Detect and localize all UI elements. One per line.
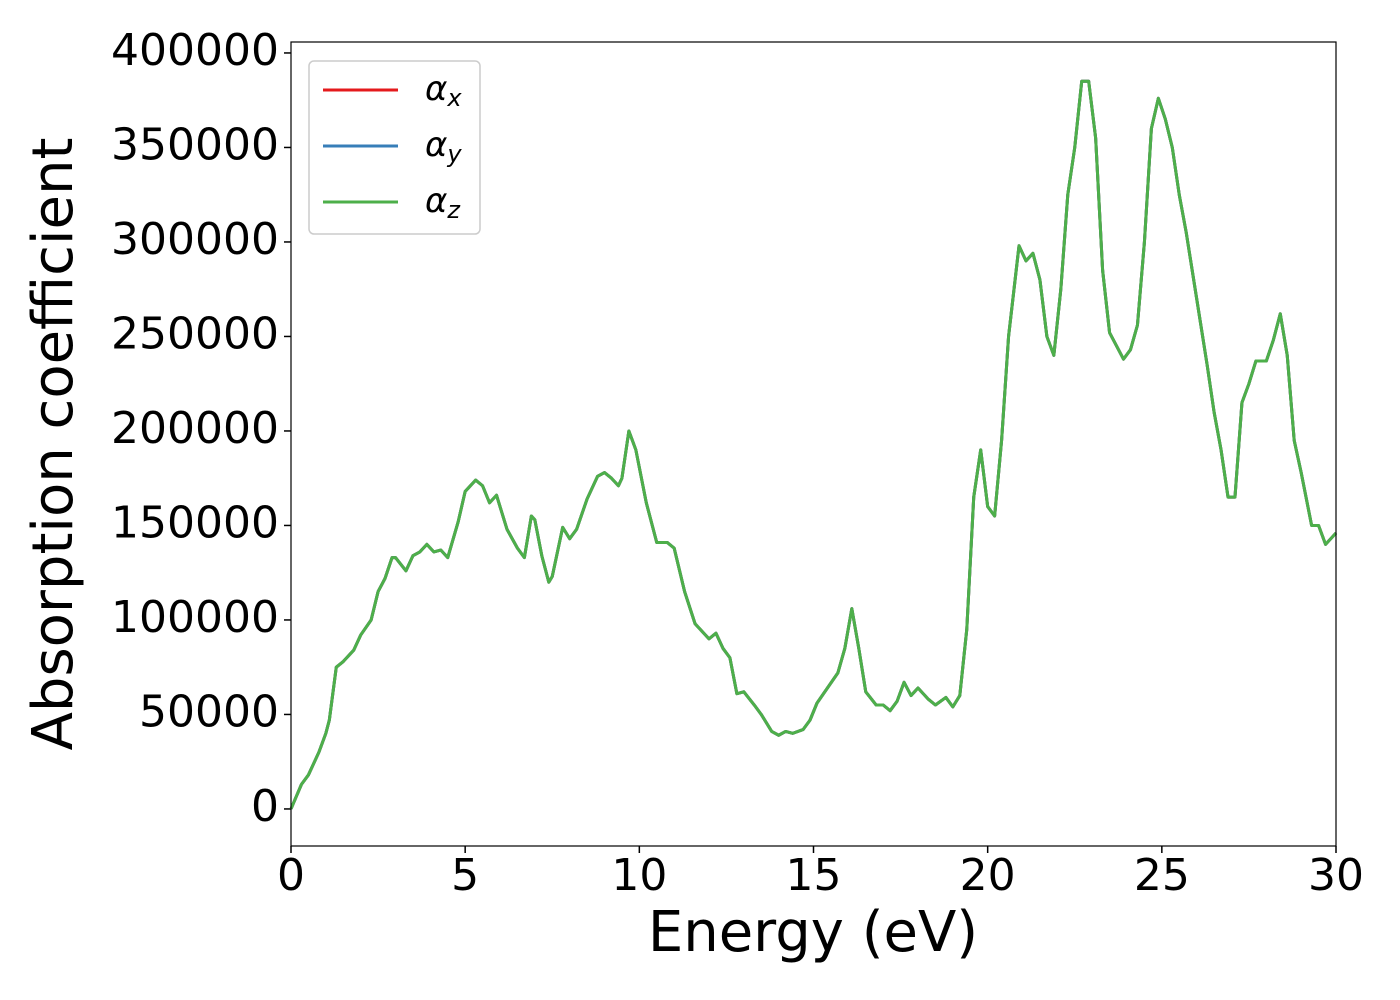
legend-label: αx [425, 69, 462, 113]
x-tick-label: 25 [1134, 850, 1190, 901]
y-tick-label: 400000 [111, 25, 279, 76]
x-tick-label: 15 [786, 850, 842, 901]
x-tick-label: 5 [451, 850, 479, 901]
legend-label: αy [425, 125, 462, 169]
y-tick-label: 300000 [111, 214, 279, 265]
y-tick-label: 50000 [139, 686, 279, 737]
y-tick-label: 150000 [111, 497, 279, 548]
y-tick-label: 250000 [111, 308, 279, 359]
x-tick-label: 20 [960, 850, 1016, 901]
x-tick-label: 10 [611, 850, 667, 901]
data-line [289, 79, 1338, 810]
plot-frame [290, 41, 1337, 847]
y-tick-label: 200000 [111, 403, 279, 454]
y-axis-label: Absorption coefficient [21, 138, 86, 751]
legend-label: αz [425, 181, 461, 225]
x-tick-label: 30 [1308, 850, 1364, 901]
y-tick-label: 100000 [111, 592, 279, 643]
x-tick-label: 0 [277, 850, 305, 901]
y-tick-label: 0 [251, 781, 279, 832]
x-axis-label: Energy (eV) [648, 900, 978, 965]
y-tick-label: 350000 [111, 119, 279, 170]
